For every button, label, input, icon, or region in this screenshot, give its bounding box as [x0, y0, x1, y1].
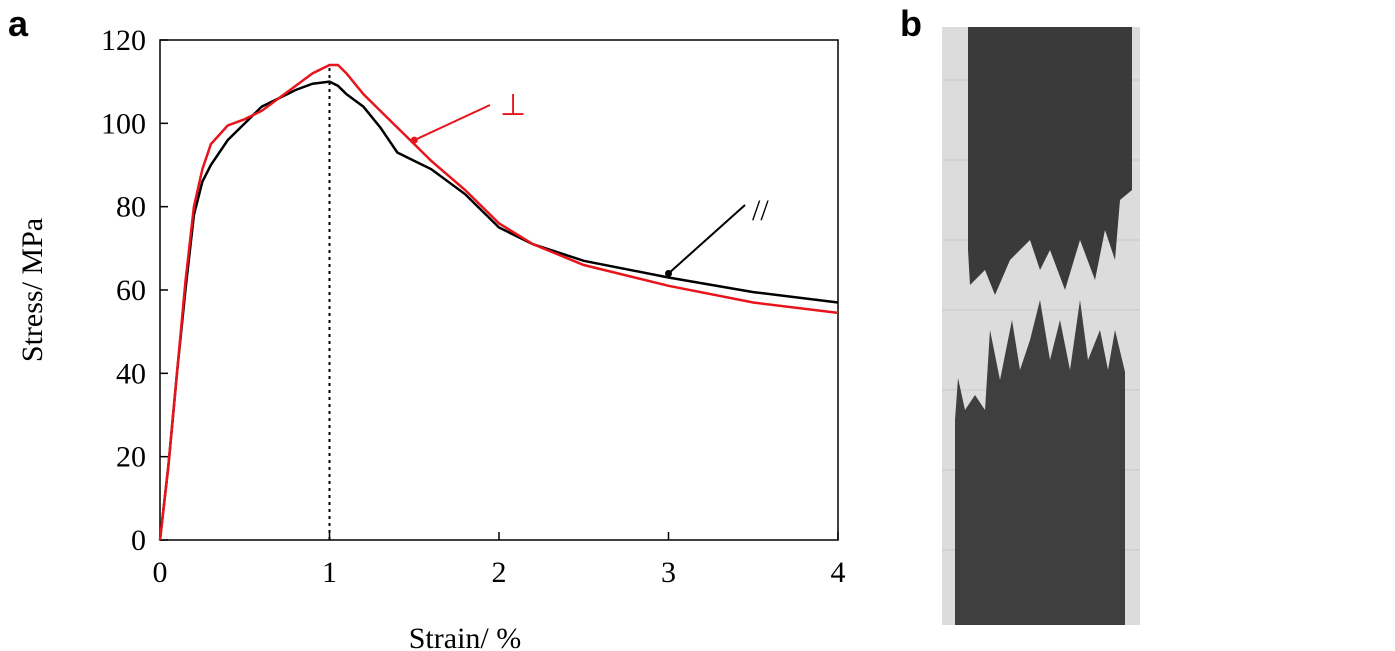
annotation-leader — [413, 104, 491, 142]
y-tick-label: 80 — [116, 191, 146, 224]
panel-label: b — [900, 3, 922, 44]
series-line — [158, 80, 839, 541]
y-tick-label: 40 — [116, 357, 146, 390]
annotation-label: // — [752, 194, 769, 227]
y-axis-label: Stress/ MPa — [16, 218, 49, 362]
x-axis-label: Strain/ % — [409, 622, 522, 651]
y-tick-label: 20 — [116, 441, 146, 474]
y-tick-label: 120 — [101, 24, 146, 57]
annotation-label: ⊥ — [500, 89, 526, 122]
y-tick-label: 0 — [131, 524, 146, 557]
y-tick-label: 60 — [116, 274, 146, 307]
series-line — [158, 63, 839, 541]
x-tick-label: 4 — [831, 556, 846, 589]
specimen-photo — [942, 27, 1140, 625]
x-tick-label: 0 — [153, 556, 168, 589]
annotation-arrow — [665, 270, 672, 277]
panel-label: a — [8, 3, 29, 44]
annotation-leader — [667, 204, 746, 275]
annotation-arrow — [410, 136, 418, 144]
x-tick-label: 3 — [661, 556, 676, 589]
lower-fragment — [955, 300, 1125, 625]
upper-fragment — [968, 27, 1132, 295]
x-tick-label: 2 — [492, 556, 507, 589]
y-tick-label: 100 — [101, 107, 146, 140]
x-tick-label: 1 — [322, 556, 337, 589]
